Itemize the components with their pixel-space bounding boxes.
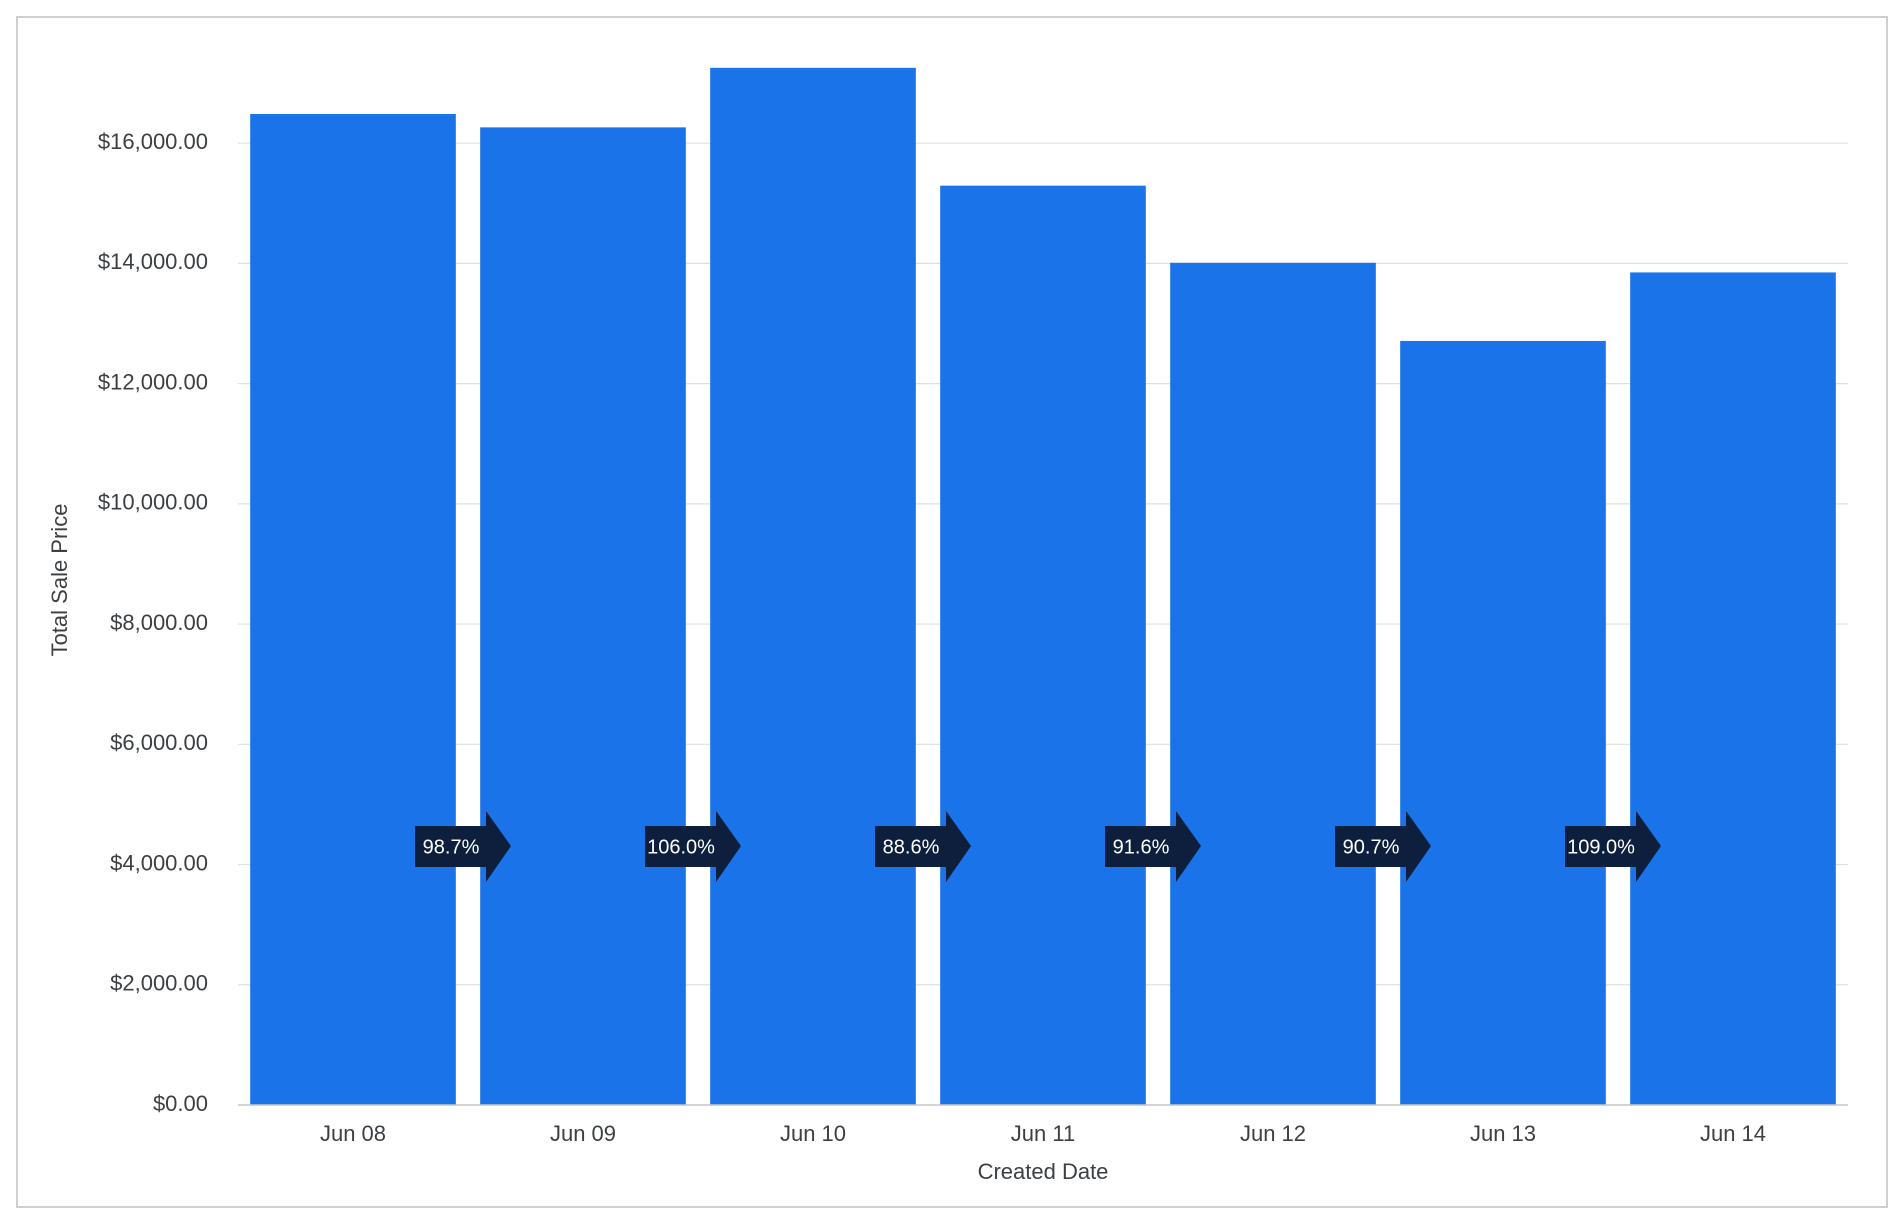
y-tick-label: $6,000.00	[110, 730, 208, 755]
x-axis-title: Created Date	[978, 1159, 1109, 1184]
change-label: 88.6%	[883, 836, 940, 858]
change-label: 98.7%	[423, 836, 480, 858]
change-label: 109.0%	[1567, 836, 1635, 858]
bar	[1400, 340, 1606, 1106]
x-tick-label: Jun 11	[1011, 1121, 1075, 1146]
change-label: 91.6%	[1113, 836, 1170, 858]
x-tick-label: Jun 09	[550, 1121, 616, 1146]
y-tick-label: $4,000.00	[110, 850, 208, 875]
change-arrow	[1565, 811, 1661, 882]
y-tick-label: $2,000.00	[110, 971, 208, 996]
bar	[1630, 272, 1836, 1106]
bar	[1170, 262, 1376, 1106]
x-tick-label: Jun 14	[1700, 1121, 1766, 1146]
change-label: 106.0%	[647, 836, 715, 858]
bar	[940, 185, 1146, 1105]
bar	[710, 67, 916, 1105]
bar	[250, 114, 456, 1106]
y-axis-title: Total Sale Price	[47, 504, 72, 657]
change-arrow	[1105, 811, 1201, 882]
x-tick-label: Jun 10	[780, 1121, 846, 1146]
y-tick-label: $10,000.00	[98, 490, 208, 515]
x-tick-label: Jun 08	[320, 1121, 386, 1146]
y-tick-label: $14,000.00	[98, 249, 208, 274]
x-tick-label: Jun 13	[1470, 1121, 1536, 1146]
change-arrow	[415, 811, 511, 882]
y-tick-label: $16,000.00	[98, 129, 208, 154]
change-arrow	[875, 811, 971, 882]
y-tick-label: $12,000.00	[98, 369, 208, 394]
change-arrow	[645, 811, 741, 882]
y-tick-label: $8,000.00	[110, 610, 208, 635]
x-tick-label: Jun 12	[1240, 1121, 1306, 1146]
bar	[480, 127, 686, 1105]
change-label: 90.7%	[1343, 836, 1400, 858]
y-tick-label: $0.00	[153, 1091, 208, 1116]
change-arrow	[1335, 811, 1431, 882]
